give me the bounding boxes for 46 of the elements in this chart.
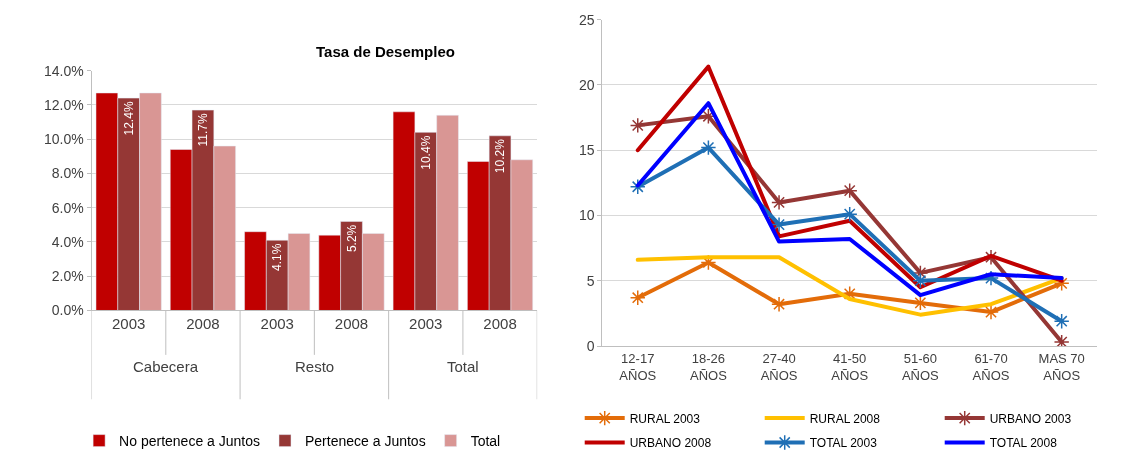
x-tick-label: 2003	[260, 315, 294, 333]
legend-label: URBANO 2008	[629, 436, 712, 451]
legend-label: RURAL 2003	[629, 411, 701, 426]
y-tick-label: 25	[579, 11, 595, 28]
y-tick-label: 14.0%	[44, 62, 84, 79]
x-tick-label: 27-40 AÑOS	[760, 350, 798, 383]
legend-label: No pertenece a Juntos	[119, 433, 260, 450]
x-tick-label: 2008	[483, 315, 517, 333]
chart-title: Tasa de Desempleo	[316, 43, 455, 60]
y-tick-label: 0.0%	[51, 302, 84, 319]
y-tick-label: 5	[586, 272, 595, 289]
data-label: 4.1%	[270, 243, 285, 271]
data-label: 10.4%	[418, 135, 433, 170]
x-tick-label: 41-50 AÑOS	[831, 350, 869, 383]
x-tick-label: 51-60 AÑOS	[901, 350, 940, 383]
y-tick-label: 10	[579, 207, 595, 224]
y-tick-label: 12.0%	[44, 96, 84, 113]
legend-label: TOTAL 2008	[989, 436, 1058, 451]
x-tick-label: MAS 70 AÑOS	[1038, 350, 1085, 383]
y-tick-label: 8.0%	[51, 165, 84, 182]
data-label: 12.4%	[121, 101, 136, 136]
text: Cabecera	[133, 358, 199, 375]
y-tick-label: 10.0%	[44, 131, 84, 148]
x-tick-label: 18-26 AÑOS	[689, 350, 728, 383]
legend-label: TOTAL 2003	[809, 436, 878, 451]
x-tick-label: 61-70 AÑOS	[972, 350, 1010, 383]
data-label: 5.2%	[344, 224, 359, 253]
legend-label: RURAL 2008	[809, 411, 881, 426]
y-tick-label: 4.0%	[51, 233, 84, 250]
y-tick-label: 15	[579, 142, 595, 159]
x-tick-label: 2008	[186, 315, 220, 333]
data-label: 11.7%	[195, 113, 210, 147]
y-tick-label: 0	[586, 337, 595, 354]
text: Total	[447, 358, 479, 375]
text: Resto	[295, 358, 335, 375]
x-tick-label: 12-17 AÑOS	[619, 350, 657, 383]
legend-label: Pertenece a Juntos	[304, 433, 426, 450]
y-tick-label: 20	[579, 76, 595, 93]
y-tick-label: 2.0%	[51, 268, 84, 285]
legend-label: URBANO 2003	[989, 411, 1072, 426]
y-tick-label: 6.0%	[51, 199, 84, 216]
x-tick-label: 2003	[409, 315, 443, 333]
data-label: 10.2%	[493, 138, 508, 174]
x-tick-label: 2003	[111, 315, 146, 333]
x-tick-label: 2008	[334, 315, 369, 333]
legend-label: Total	[470, 433, 501, 450]
